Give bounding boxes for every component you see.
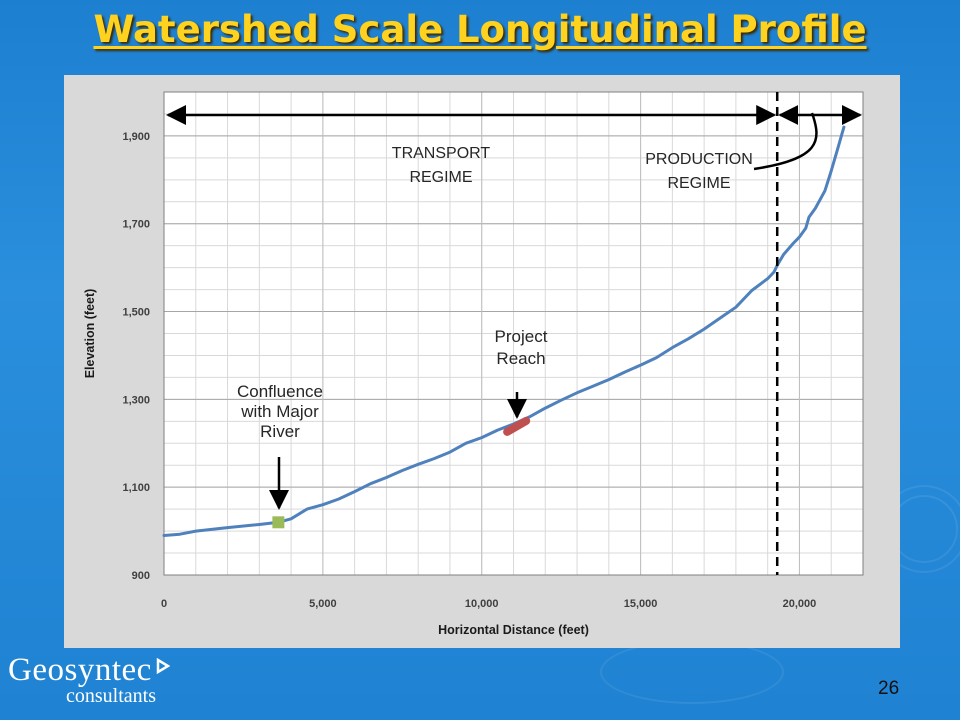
elevation-profile-line [162,125,846,537]
x-tick-label: 20,000 [783,598,817,610]
transport-regime-label-line: TRANSPORT [392,145,491,162]
transport-regime-label: TRANSPORT REGIME [392,145,491,186]
x-tick-label: 15,000 [624,598,658,610]
y-tick-label: 1,500 [122,307,150,319]
logo-subtitle: consultants [66,685,156,707]
y-tick-label: 1,900 [122,131,150,143]
confluence-annotation-line: River [260,422,300,441]
project-reach-annotation-line: Project [495,327,548,346]
x-axis-title: Horizontal Distance (feet) [438,623,589,637]
y-axis-title: Elevation (feet) [83,289,97,379]
x-tick-label: 0 [161,598,167,610]
slide-title: Watershed Scale Longitudinal Profile [93,8,867,51]
production-regime-label-line: PRODUCTION [645,151,753,168]
logo-triangle-icon [156,658,170,674]
y-tick-label: 900 [132,570,150,582]
y-tick-label: 1,300 [122,394,150,406]
project-reach-annotation-line: Reach [496,349,545,368]
x-tick-label: 5,000 [309,598,337,610]
x-tick-label: 10,000 [465,598,499,610]
company-logo: Geosyntec consultants [8,652,170,708]
confluence-annotation: Confluence with Major River [237,382,323,441]
project-reach-segment [503,416,531,436]
plot-border [163,91,864,576]
production-regime-label: PRODUCTION REGIME [645,151,753,192]
production-callout-curve [753,112,818,171]
confluence-annotation-line: with Major [240,402,319,421]
y-tick-label: 1,100 [122,482,150,494]
decorative-ripple [600,640,784,704]
y-tick-label: 1,700 [122,219,150,231]
chart-panel: 900 1,100 1,300 1,500 1,700 1,900 0 5,000 10,000… [64,75,900,648]
profile-chart: 900 1,100 1,300 1,500 1,700 1,900 0 5,000 10,000… [83,91,864,637]
logo-name: Geosyntec [8,652,152,688]
transport-regime-label-line: REGIME [409,169,472,186]
slide-number: 26 [878,678,900,699]
production-regime-label-line: REGIME [667,175,730,192]
project-reach-annotation: Project Reach [495,327,548,368]
confluence-annotation-line: Confluence [237,382,323,401]
confluence-marker [272,516,285,529]
